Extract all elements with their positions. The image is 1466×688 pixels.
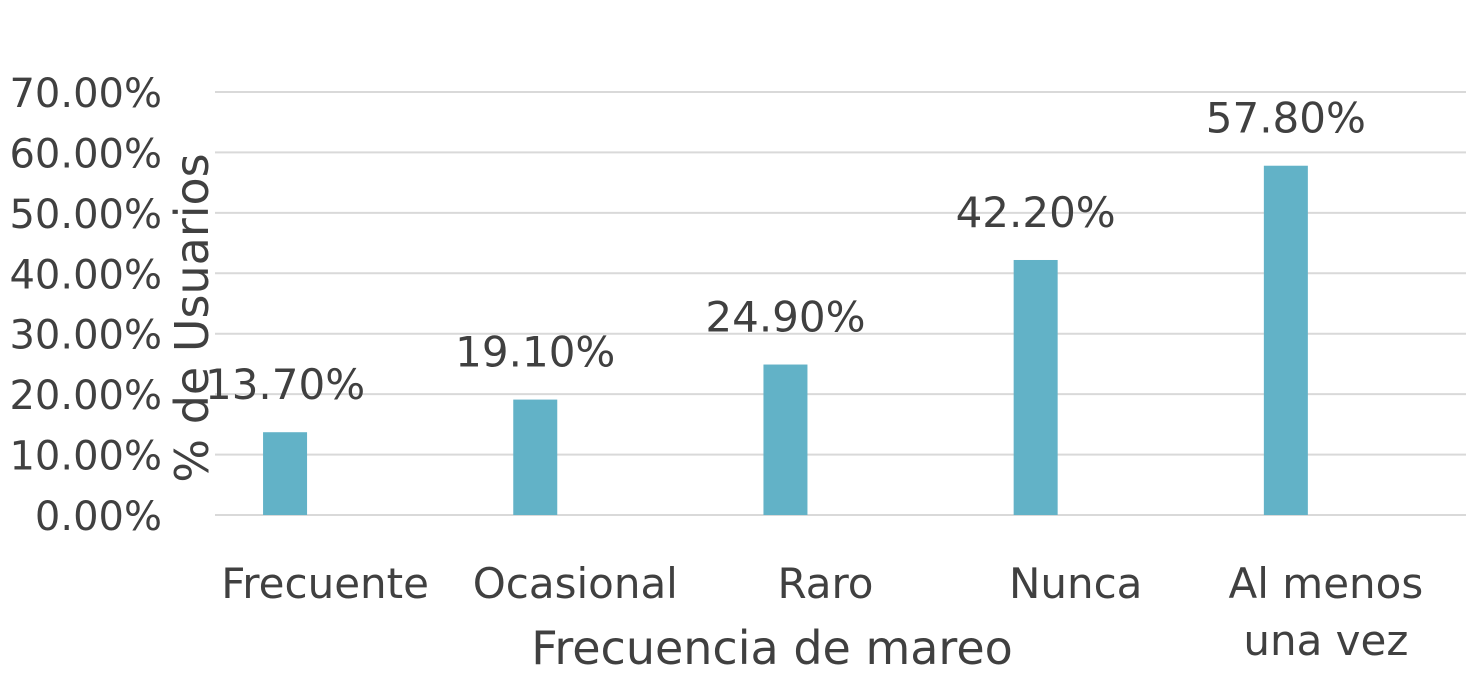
- y-tick-label: 20.00%: [9, 373, 162, 419]
- data-label: 42.20%: [956, 188, 1116, 237]
- gridlines: [215, 91, 1466, 516]
- category-label: Frecuente: [221, 559, 429, 608]
- data-label: 19.10%: [455, 328, 615, 377]
- bar: [513, 399, 558, 515]
- data-labels: 13.70% 19.10% 24.90% 42.20% 57.80%: [205, 94, 1366, 409]
- y-axis-ticks: 0.00% 10.00% 20.00% 30.00% 40.00% 50.00% 60.00…: [9, 71, 162, 540]
- category-label: Raro: [777, 559, 873, 608]
- category-label: Al menos una vez: [1229, 559, 1424, 665]
- bar: [763, 364, 808, 515]
- y-axis-title: % de Usuarios: [165, 153, 219, 482]
- bars: [263, 165, 1308, 516]
- y-tick-label: 30.00%: [9, 313, 162, 359]
- x-axis-title: Frecuencia de mareo: [531, 621, 1013, 675]
- data-label: 13.70%: [205, 360, 365, 409]
- bar: [1013, 259, 1058, 515]
- x-axis-categories: Frecuente Ocasional Raro Nunca Al menos una v…: [221, 559, 1423, 665]
- y-tick-label: 60.00%: [9, 131, 162, 177]
- y-tick-label: 0.00%: [35, 494, 162, 540]
- data-label: 24.90%: [705, 293, 865, 342]
- y-tick-label: 40.00%: [9, 252, 162, 298]
- bar: [263, 432, 308, 515]
- category-label: Ocasional: [473, 559, 678, 608]
- data-label: 57.80%: [1206, 94, 1366, 143]
- y-tick-label: 10.00%: [9, 434, 162, 480]
- category-label: Nunca: [1009, 559, 1143, 608]
- y-tick-label: 50.00%: [9, 192, 162, 238]
- bar: [1263, 165, 1308, 516]
- y-tick-label: 70.00%: [9, 71, 162, 117]
